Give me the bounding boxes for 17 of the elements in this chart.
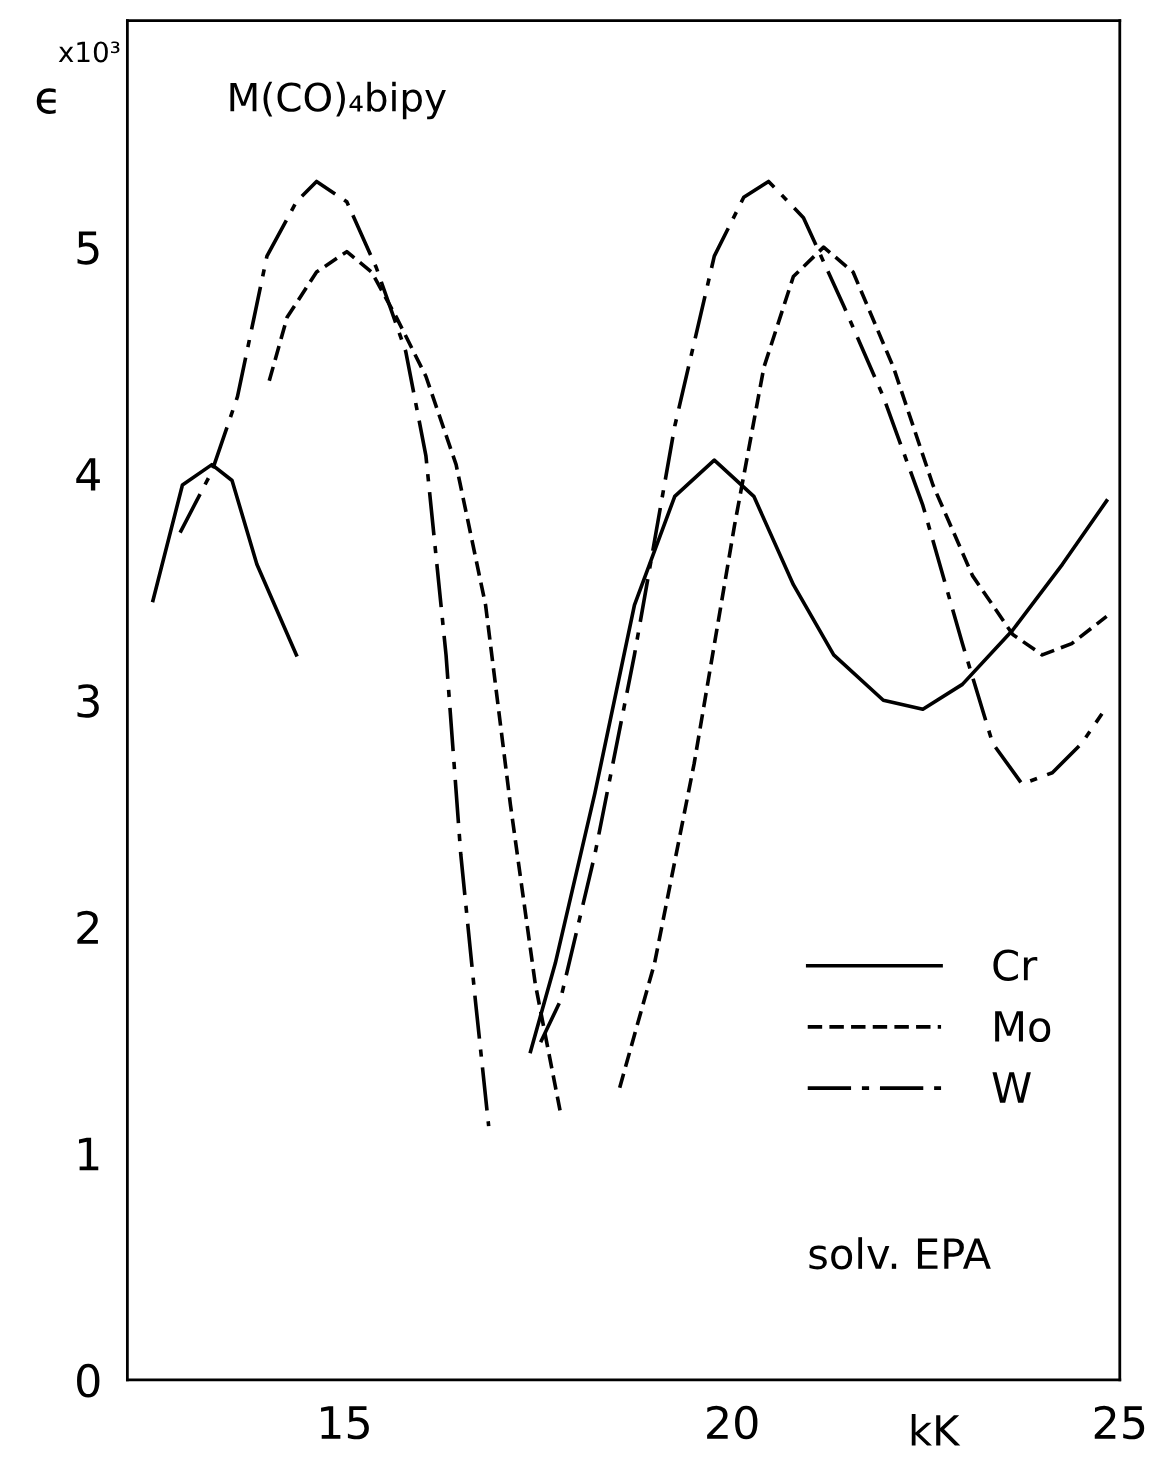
legend-label: W (992, 1072, 1031, 1103)
y-tick-label: 3 (77, 684, 99, 718)
x-tick-label: 15 (321, 1406, 369, 1440)
x-tick-label: 25 (1094, 1405, 1145, 1440)
y-tick-label: 0 (77, 1363, 100, 1398)
text: M(CO)₄bipy (230, 81, 446, 120)
y-tick-label: 1 (78, 1137, 99, 1171)
legend-label: Mo (995, 1011, 1051, 1043)
x-tick-label: 20 (707, 1405, 758, 1440)
annotation: solv. EPA (809, 1237, 991, 1270)
y-tick-label: 2 (77, 910, 98, 944)
text: x10³ (58, 41, 120, 63)
y-axis-title: ϵ (36, 88, 56, 114)
x-axis-title: kK (911, 1413, 961, 1446)
legend-label: Cr (993, 949, 1038, 981)
y-tick-label: 5 (77, 231, 99, 265)
y-tick-label: 4 (76, 458, 100, 491)
